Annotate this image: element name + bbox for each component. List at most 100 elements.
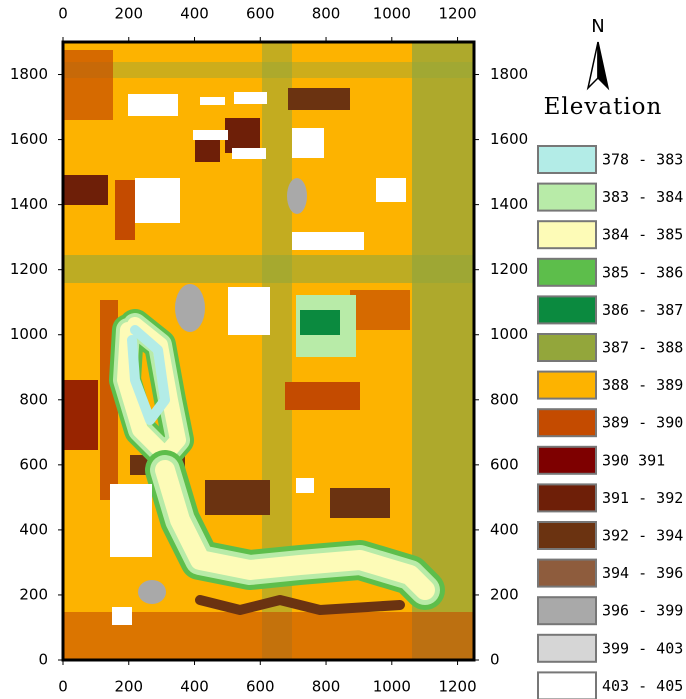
map-region	[228, 287, 270, 335]
y-tick-label: 800	[490, 390, 519, 408]
legend-swatch	[538, 184, 596, 211]
x-tick-label: 0	[58, 5, 68, 23]
legend-label: 399 - 403	[602, 639, 683, 657]
legend-label: 384 - 385	[602, 226, 683, 244]
y-tick-label: 1000	[490, 325, 528, 343]
legend-swatch	[538, 635, 596, 662]
y-tick-label: 1600	[490, 130, 528, 148]
legend-swatch	[538, 597, 596, 624]
map-region	[330, 488, 390, 518]
legend-swatch	[538, 560, 596, 587]
y-tick-label: 400	[490, 520, 519, 538]
map-region	[225, 118, 260, 153]
legend-swatch	[538, 259, 596, 286]
x-tick-label: 600	[246, 678, 275, 696]
map-region	[63, 175, 108, 205]
legend-label: 390 391	[602, 451, 665, 469]
map-region	[285, 382, 360, 410]
legend-label: 387 - 388	[602, 339, 683, 357]
x-tick-label: 800	[312, 678, 341, 696]
map-region	[292, 128, 324, 158]
legend-title: Elevation	[544, 94, 663, 120]
map-region	[200, 97, 225, 105]
map-page: N Elevation 0020020040040060060080080010…	[0, 0, 686, 699]
map-region	[112, 607, 132, 625]
y-tick-label: 1600	[10, 130, 48, 148]
y-tick-label: 1800	[10, 65, 48, 83]
y-tick-label: 200	[19, 585, 48, 603]
y-tick-label: 800	[19, 390, 48, 408]
x-tick-label: 200	[114, 678, 143, 696]
y-tick-label: 0	[490, 651, 500, 669]
legend-swatch	[538, 221, 596, 248]
y-tick-label: 400	[19, 520, 48, 538]
map-region	[296, 478, 314, 493]
legend-swatch	[538, 372, 596, 399]
x-tick-label: 1200	[438, 678, 476, 696]
x-tick-label: 400	[180, 678, 209, 696]
legend-swatch	[538, 522, 596, 549]
legend-swatch	[538, 296, 596, 323]
map-region	[376, 178, 406, 202]
map-region	[232, 148, 266, 159]
map-region	[110, 484, 152, 557]
map-region	[128, 94, 178, 116]
y-tick-label: 0	[38, 651, 48, 669]
legend-label: 383 - 384	[602, 188, 683, 206]
map-raster	[63, 42, 474, 660]
map-region	[350, 290, 410, 330]
legend-swatch	[538, 672, 596, 699]
map-region	[175, 284, 205, 332]
map-region	[288, 88, 350, 110]
map-region	[63, 50, 113, 120]
map-region	[205, 480, 270, 515]
y-tick-label: 1800	[490, 65, 528, 83]
map-region	[300, 310, 340, 335]
map-region	[63, 62, 474, 78]
y-tick-label: 1000	[10, 325, 48, 343]
map-region	[135, 178, 180, 223]
map-region	[287, 178, 307, 214]
map-region	[63, 380, 98, 450]
legend-label: 391 - 392	[602, 489, 683, 507]
x-tick-label: 1200	[438, 5, 476, 23]
x-tick-label: 1000	[373, 5, 411, 23]
legend-swatch	[538, 447, 596, 474]
x-tick-label: 200	[114, 5, 143, 23]
y-tick-label: 1400	[490, 195, 528, 213]
legend-label: 385 - 386	[602, 263, 683, 281]
legend-swatch	[538, 484, 596, 511]
north-arrow-right	[598, 42, 608, 88]
map-region	[292, 232, 364, 250]
legend-label: 392 - 394	[602, 527, 683, 545]
legend-swatch	[538, 409, 596, 436]
y-tick-label: 600	[19, 455, 48, 473]
legend-swatch	[538, 146, 596, 173]
map-region	[138, 580, 166, 604]
x-tick-label: 0	[58, 678, 68, 696]
x-tick-label: 800	[312, 5, 341, 23]
x-tick-label: 1000	[373, 678, 411, 696]
map-region	[195, 140, 220, 162]
map-region	[193, 130, 228, 140]
map-region	[115, 180, 135, 240]
y-tick-label: 200	[490, 585, 519, 603]
legend-label: 396 - 399	[602, 602, 683, 620]
y-tick-label: 600	[490, 455, 519, 473]
legend-label: 386 - 387	[602, 301, 683, 319]
y-tick-label: 1200	[10, 260, 48, 278]
x-tick-label: 600	[246, 5, 275, 23]
north-label: N	[591, 16, 604, 37]
legend-label: 389 - 390	[602, 414, 683, 432]
y-tick-label: 1200	[490, 260, 528, 278]
legend-label: 403 - 405	[602, 677, 683, 695]
legend-label: 378 - 383	[602, 151, 683, 169]
map-region	[63, 255, 474, 283]
legend-swatch	[538, 334, 596, 361]
x-tick-label: 400	[180, 5, 209, 23]
legend-label: 388 - 389	[602, 376, 683, 394]
y-tick-label: 1400	[10, 195, 48, 213]
legend-label: 394 - 396	[602, 564, 683, 582]
map-region	[234, 92, 267, 104]
north-arrow-left	[588, 42, 598, 88]
